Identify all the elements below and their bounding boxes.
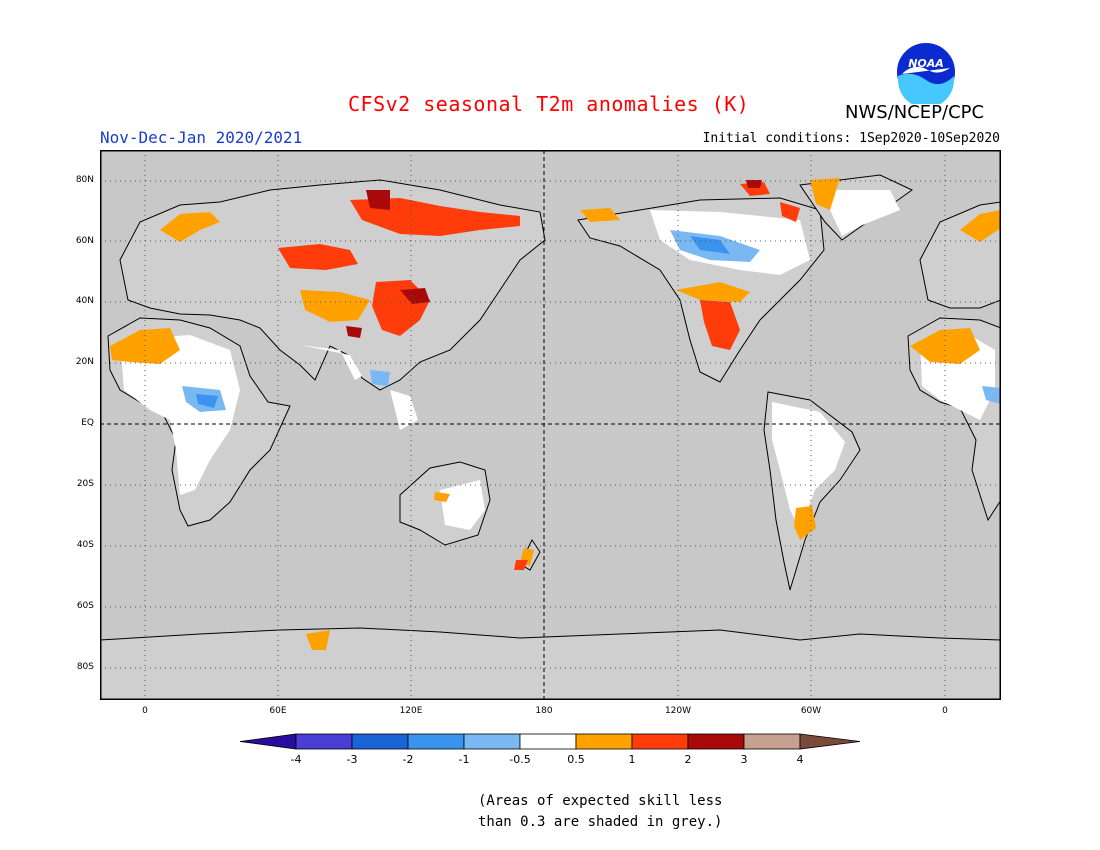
- warm-anomalies-strong: [346, 180, 762, 338]
- colorbar-tick-label: -4: [290, 753, 302, 766]
- warm-mongolia: [278, 244, 358, 270]
- cool-sahel-wrap: [982, 386, 1001, 404]
- colorbar-tick-label: 0.5: [567, 753, 585, 766]
- colorbar-swatch-7: [631, 733, 689, 750]
- colorbar-swatch-1: [295, 733, 353, 750]
- warm-greenland-e: [780, 202, 800, 222]
- colorbar-swatch-10: [799, 733, 861, 750]
- colorbar-swatch-3: [407, 733, 465, 750]
- map-title: CFSv2 seasonal T2m anomalies (K): [348, 92, 750, 116]
- warm-antarctica: [306, 630, 330, 650]
- colorbar-tick-label: -0.5: [509, 753, 531, 766]
- lat-label-60n: 60N: [75, 236, 94, 246]
- lat-label-80n: 80N: [75, 175, 94, 185]
- colorbar-tick-label: 4: [796, 753, 804, 766]
- anomaly-map: [100, 150, 1001, 700]
- lat-label-20n: 20N: [75, 357, 94, 367]
- agency-label: NWS/NCEP/CPC: [845, 102, 985, 123]
- colorbar: [240, 733, 861, 750]
- initial-conditions: Initial conditions: 1Sep2020-10Sep2020: [702, 131, 1000, 146]
- colorbar-tick-label: 2: [684, 753, 692, 766]
- graticule: [100, 150, 1001, 700]
- svg-text:NOAA: NOAA: [908, 57, 944, 70]
- lat-label-eq: EQ: [81, 418, 94, 428]
- colorbar-tick-label: -1: [458, 753, 470, 766]
- lat-label-40n: 40N: [75, 296, 94, 306]
- map-frame: [100, 150, 1001, 700]
- colorbar-tick-label: 3: [740, 753, 748, 766]
- colorbar-swatch-9: [743, 733, 801, 750]
- lon-label-120e: 120E: [399, 706, 423, 716]
- colorbar-swatch-5: [519, 733, 577, 750]
- skill-note-line1: (Areas of expected skill less: [478, 793, 723, 809]
- warm-central-asia: [300, 290, 370, 322]
- forecast-period: Nov-Dec-Jan 2020/2021: [100, 128, 303, 147]
- warm-australia: [434, 492, 450, 502]
- skill-note: (Areas of expected skill less than 0.3 a…: [478, 791, 722, 833]
- warm-us: [676, 282, 750, 302]
- warm-argentina: [794, 506, 816, 540]
- colorbar-swatch-8: [687, 733, 745, 750]
- lon-label-60e: 60E: [269, 706, 287, 716]
- noaa-logo: NOAA: [895, 41, 957, 104]
- colorbar-tick-label: 1: [628, 753, 636, 766]
- near-normal-areas: [120, 190, 995, 530]
- lon-label-120w: 120W: [664, 706, 692, 716]
- colorbar-swatch-6: [575, 733, 633, 750]
- lat-label-20s: 20S: [76, 479, 94, 489]
- skill-note-line2: than 0.3 are shaded in grey.): [478, 814, 723, 830]
- warm-scandinavia-wrap: [960, 210, 1001, 242]
- lon-label-180: 180: [535, 706, 553, 716]
- warm-nz-south: [514, 560, 528, 570]
- colorbar-swatch-0: [240, 733, 297, 750]
- lat-label-80s: 80S: [76, 662, 94, 672]
- colorbar-swatch-2: [351, 733, 409, 750]
- colorbar-tick-label: -3: [346, 753, 358, 766]
- lon-label-60w: 60W: [800, 706, 822, 716]
- lat-label-60s: 60S: [76, 601, 94, 611]
- warm-central-us: [700, 300, 740, 350]
- warm-alaska: [580, 208, 620, 222]
- warm-siberia: [350, 198, 520, 236]
- lat-label-40s: 40S: [76, 540, 94, 550]
- lon-label-0-right: 0: [942, 706, 948, 716]
- warm-scandinavia: [160, 212, 220, 242]
- colorbar-swatch-4: [463, 733, 521, 750]
- warm-greenland: [810, 178, 840, 210]
- antarctica-land: [100, 627, 1001, 700]
- colorbar-tick-label: -2: [402, 753, 414, 766]
- cool-indochina: [370, 370, 390, 386]
- lon-label-0: 0: [142, 706, 148, 716]
